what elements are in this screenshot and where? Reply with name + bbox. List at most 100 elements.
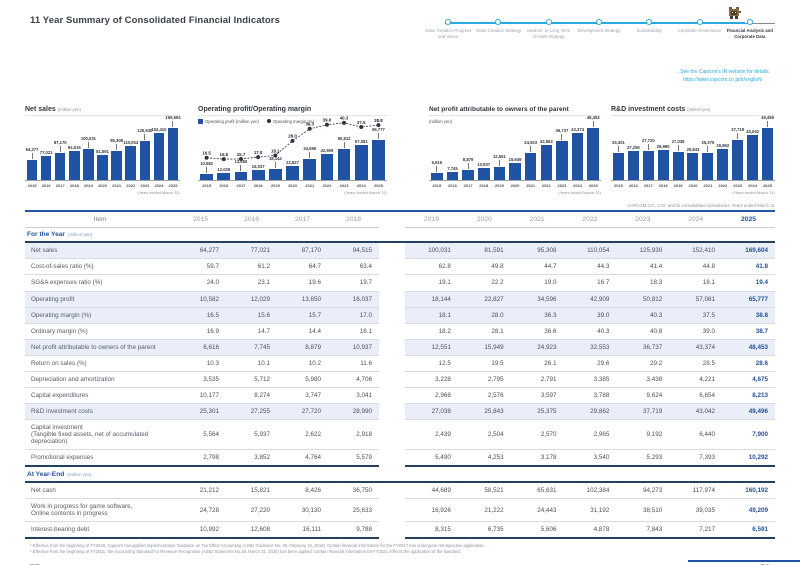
cell-value: 19.6 (277, 274, 328, 292)
nav-item-corporate-governance[interactable]: Corporate Governance (674, 10, 724, 58)
bar (556, 141, 568, 180)
bar-value-label: 81,591 (96, 148, 109, 154)
page-gutter (379, 339, 405, 356)
cell-value: 19.7 (328, 274, 379, 292)
cell-value: 36.3 (510, 307, 564, 324)
bar-leader-line (530, 146, 532, 152)
cell-value: 16,111 (277, 521, 328, 540)
bar-leader-line (274, 162, 276, 168)
cell-value: 22,827 (457, 291, 511, 308)
cell-value: 2,791 (510, 371, 564, 388)
nav-item-sustainability[interactable]: Sustainability (624, 10, 674, 58)
x-axis-year: 2018 (253, 183, 263, 188)
bar (55, 153, 66, 180)
svg-text:38.8: 38.8 (374, 118, 383, 123)
bar (477, 168, 490, 180)
x-axis-year: 2024 (573, 183, 583, 188)
chart-subline: (million yen) (429, 118, 453, 124)
cell-value: 3,438 (616, 371, 670, 388)
cell-value: 9,192 (616, 419, 670, 451)
chart-bar-slot: 29,862 (715, 142, 730, 180)
nav-item-label: Medium- to Long-Term Growth Strategy (527, 28, 571, 39)
cell-value: 5,937 (226, 419, 277, 451)
cell-value: 4,706 (328, 371, 379, 388)
bar (217, 173, 231, 180)
col-header-year: 2018 (328, 209, 379, 228)
cell-value: 28.0 (457, 307, 511, 324)
chart-bar-slot: 12,029 (215, 167, 232, 180)
page-gutter (379, 355, 405, 372)
cell-value: 59.7 (175, 258, 226, 276)
section-unit: (million yen) (67, 471, 92, 477)
cell-value: 2,918 (328, 419, 379, 451)
page-gutter (379, 274, 405, 292)
bar-value-label: 50,812 (337, 135, 351, 141)
bar (26, 160, 38, 180)
nav-item-medium-to-long-term-growth-strategy[interactable]: Medium- to Long-Term Growth Strategy (524, 10, 574, 58)
section-cell: For the Year (million yen) (25, 227, 775, 244)
bar (286, 166, 299, 180)
cell-value: 15.7 (277, 307, 328, 324)
chart-bar-slot: 57,081 (353, 138, 370, 180)
x-axis-year: 2015 (614, 183, 623, 188)
cell-value: 5,490 (405, 449, 458, 468)
cell-value: 2,504 (457, 419, 511, 451)
cell-value: 7,745 (226, 339, 277, 356)
cell-value: 6,616 (175, 339, 226, 356)
chart-bar-slot: 15,949 (507, 156, 523, 180)
cell-value: 31,192 (563, 498, 617, 523)
bar-value-label: 57,081 (354, 138, 368, 144)
chart-title: Net profit attributable to owners of the… (429, 106, 569, 113)
chart-bar-slot: 94,515 (67, 145, 81, 180)
nav-item-financial-analysis-and-corporate-data[interactable]: Financial Analysis and Corporate Data (725, 10, 775, 58)
cell-value: 81,591 (457, 242, 511, 260)
cell-value: 2,576 (457, 387, 511, 404)
svg-text:28.0: 28.0 (288, 134, 297, 139)
cell-value: 29.6 (563, 355, 617, 372)
bar-value-label: 29,862 (716, 142, 730, 148)
nav-item-label: Corporate Governance (677, 28, 722, 33)
x-axis-year: 2017 (463, 183, 473, 188)
cell-value: 8,426 (277, 481, 328, 499)
bar-value-label: 25,843 (686, 146, 700, 152)
row-label: Net profit attributable to owners of the… (25, 339, 175, 356)
cell-value: 41.8 (722, 258, 775, 276)
cell-value: 10,177 (175, 387, 226, 404)
nav-item-value-creation-progress-and-vision[interactable]: Value Creation Progress and Vision (423, 10, 473, 58)
bar-value-label: 42,909 (320, 147, 334, 153)
nav-item-development-strategy[interactable]: Development Strategy (574, 10, 624, 58)
bar-leader-line (767, 121, 769, 127)
ir-link-url: https://www.capcom.co.jp/ir/english/ (682, 77, 763, 83)
chart-bar-slot: 6,616 (429, 160, 445, 180)
bar-value-label: 25,375 (701, 139, 715, 145)
x-axis-year: 2025 (168, 183, 178, 188)
cell-value: 40.3 (563, 323, 617, 340)
bar-value-label: 49,496 (761, 114, 774, 120)
bar-leader-line (206, 167, 208, 173)
cell-value: 3,535 (175, 371, 226, 388)
table-row: R&D investment costs 25,301 27,255 27,720 28… (25, 403, 775, 420)
bar (139, 141, 150, 180)
nav-item-value-creation-strategy[interactable]: Value Creation Strategy (473, 10, 523, 58)
cell-value: 152,410 (669, 242, 723, 260)
section-label: For the Year (27, 231, 65, 238)
x-axis-year: 2024 (748, 183, 758, 188)
cell-value: 5,293 (616, 449, 670, 468)
chart-bar-slot: 8,879 (460, 157, 476, 180)
x-axis-year: 2023 (339, 183, 349, 188)
bar-value-label: 48,453 (586, 114, 600, 120)
page-number-right: 76 (760, 563, 770, 565)
section-nav: Value Creation Progress and Vision Value … (423, 7, 775, 58)
bar (83, 149, 94, 180)
bar-leader-line (436, 166, 438, 172)
bar-value-label: 15,949 (508, 156, 522, 162)
x-axis-year: 2021 (305, 183, 315, 188)
bar-value-label: 7,745 (447, 165, 458, 171)
cell-value: 44.8 (669, 258, 723, 276)
table-row: Depreciation and amortization 3,535 5,712 5… (25, 371, 775, 388)
ir-website-link[interactable]: →See the Capcom's IR website for details… (675, 68, 770, 84)
cell-value: 15,949 (457, 339, 511, 356)
col-header-year: 2019 (405, 209, 458, 228)
col-header-item: Item (25, 209, 175, 228)
row-label: Net cash (25, 481, 175, 499)
